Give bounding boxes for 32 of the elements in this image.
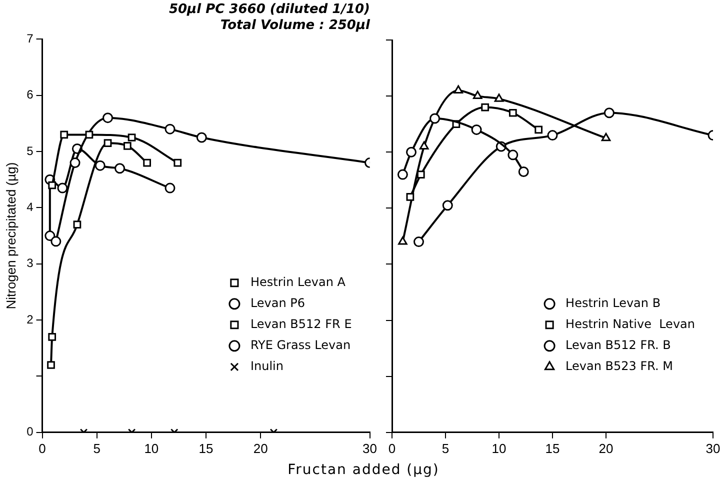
y-axis-title: Nitrogen precipitated (µg) — [3, 162, 18, 310]
legend-label: Hestrin Levan B — [566, 296, 661, 310]
legend-label: Levan B523 FR. M — [566, 359, 674, 374]
x-tick-label: 0 — [388, 440, 396, 456]
x-axis-title: Fructan added (µg) — [286, 462, 440, 478]
x-tick-label: 10 — [144, 440, 159, 456]
x-tick-label: 20 — [253, 440, 268, 456]
y-tick-label: 4 — [26, 200, 34, 214]
legend-label: Hestrin Native Levan — [566, 317, 695, 332]
x-tick-label: 30 — [706, 440, 720, 456]
x-tick-label: 30 — [362, 440, 378, 456]
legend-label: Levan P6 — [250, 296, 306, 310]
x-tick-label: 5 — [442, 440, 450, 456]
y-tick-label: 6 — [26, 88, 34, 102]
x-tick-label: 20 — [598, 440, 614, 456]
x-tick-label: 10 — [492, 440, 506, 456]
legend-label: Inulin — [250, 359, 284, 374]
chart-subtitle: Total Volume : 250µl — [220, 18, 371, 33]
x-tick-label: 15 — [198, 440, 214, 456]
x-tick-label: 5 — [93, 440, 100, 456]
y-tick-label: 7 — [26, 32, 34, 46]
legend-label: RYE Grass Levan — [250, 338, 351, 352]
legend-label: Levan B512 FR. B — [566, 338, 671, 352]
y-tick-label: 3 — [26, 256, 34, 270]
y-tick-label: 2 — [26, 312, 34, 326]
legend-label: Levan B512 FR E — [250, 317, 352, 332]
chart-title: 50µl PC 3660 (diluted 1/10) — [168, 2, 370, 18]
y-tick-label: 0 — [26, 424, 34, 439]
legend-label: Hestrin Levan A — [250, 275, 346, 290]
x-tick-label: 0 — [38, 440, 46, 456]
y-tick-label: 5 — [26, 144, 34, 158]
x-tick-label: 15 — [545, 440, 560, 456]
